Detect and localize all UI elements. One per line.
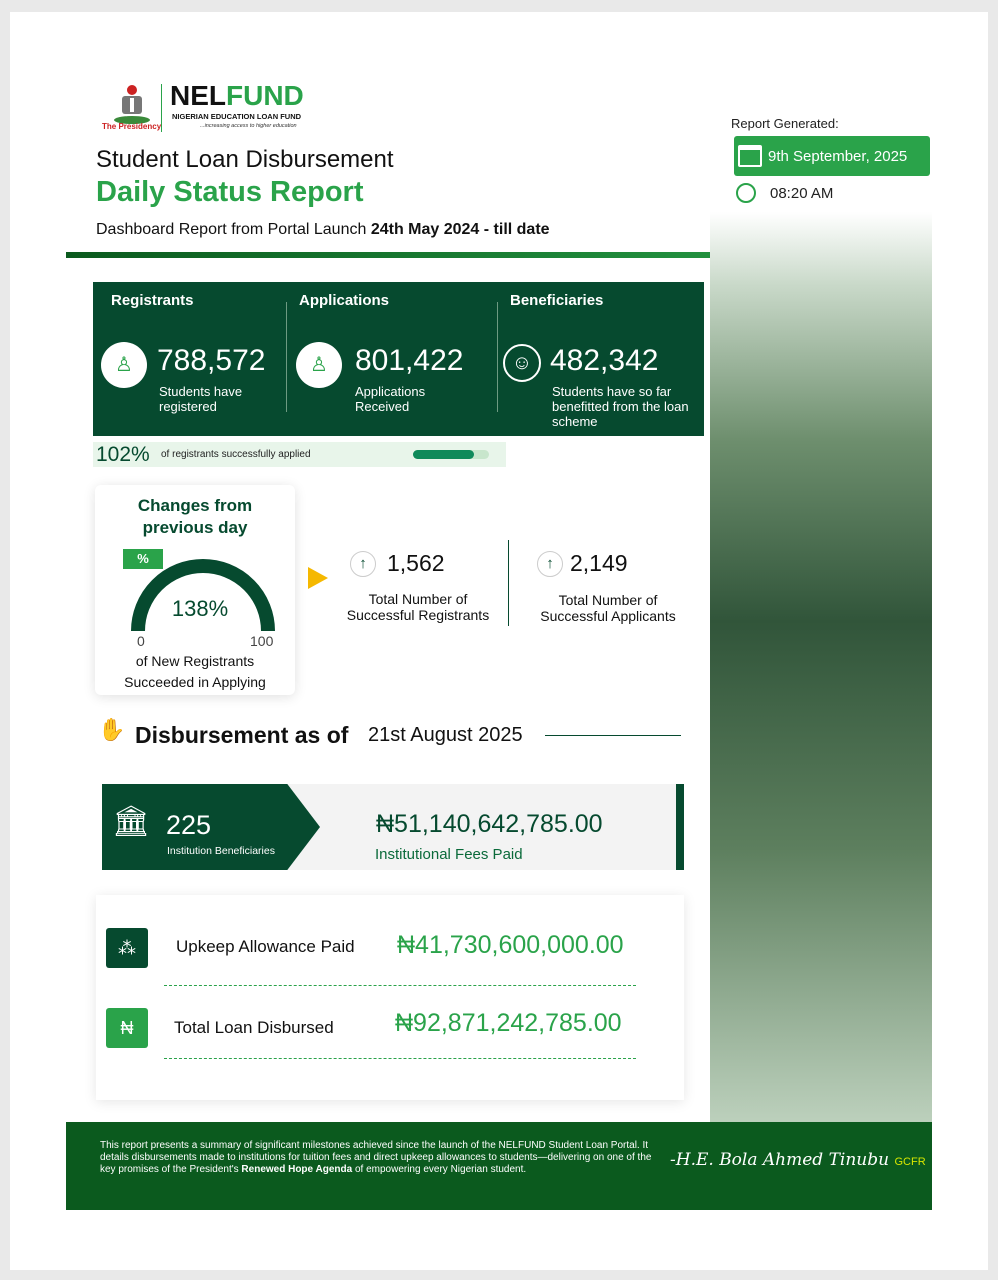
change-value: 2,149 — [570, 550, 628, 576]
presidency-label: The Presidency — [102, 122, 162, 131]
gauge-arc — [131, 559, 275, 632]
report-time: 08:20 AM — [770, 185, 834, 202]
institution-label: Institution Beneficiaries — [167, 845, 275, 857]
money-hand-icon: ✋ — [98, 717, 126, 742]
heading-rule — [545, 735, 681, 736]
stats-panel: Registrants ♙ 788,572 Students have regi… — [93, 282, 704, 436]
people-network-icon: ⁂ — [106, 928, 148, 968]
footer: This report presents a summary of signif… — [66, 1122, 932, 1210]
disbursement-date: 21st August 2025 — [368, 724, 523, 746]
gauge-value: 138% — [171, 596, 229, 621]
change-label: Total Number of Successful Applicants — [540, 592, 676, 624]
divider — [164, 985, 636, 986]
institution-count: 225 — [166, 810, 212, 840]
upkeep-label: Upkeep Allowance Paid — [176, 937, 355, 956]
applied-label: of registrants successfully applied — [161, 449, 311, 460]
coat-of-arms-icon — [108, 82, 156, 127]
report-generated-label: Report Generated: — [731, 116, 839, 131]
gauge-caption: of New Registrants Succeeded in Applying — [124, 653, 266, 690]
applied-progress-bar — [413, 450, 489, 459]
fees-paid-label: Institutional Fees Paid — [375, 846, 523, 863]
money-hand-icon: ₦ — [106, 1008, 148, 1048]
arrow-up-icon: ↑ — [350, 551, 376, 577]
stat-desc: Students have so far benefitted from the… — [552, 384, 689, 429]
total-loan-value: ₦92,871,242,785.00 — [395, 1009, 622, 1037]
arrow-up-icon: ↑ — [537, 551, 563, 577]
brand-full-name: NIGERIAN EDUCATION LOAN FUND — [172, 112, 302, 121]
stat-heading: Applications — [299, 292, 390, 309]
disbursement-heading: Disbursement as of — [135, 722, 349, 748]
fees-paid-value: ₦51,140,642,785.00 — [376, 810, 603, 838]
upkeep-value: ₦41,730,600,000.00 — [397, 931, 624, 959]
divider — [164, 1058, 636, 1059]
institution-panel: 🏛 225 Institution Beneficiaries ₦51,140,… — [102, 784, 684, 870]
totals-card: ⁂ Upkeep Allowance Paid ₦41,730,600,000.… — [96, 895, 684, 1100]
student-icon: ♙ — [296, 342, 342, 388]
stat-heading: Beneficiaries — [510, 292, 604, 309]
percent-badge: % — [123, 549, 163, 569]
stat-value: 801,422 — [355, 344, 464, 377]
gauge-min: 0 — [137, 633, 145, 649]
change-value: 1,562 — [387, 550, 445, 576]
institution-icon: 🏛 — [112, 805, 151, 838]
logo-divider — [161, 84, 162, 132]
divider — [508, 540, 509, 626]
changes-title: Changes from previous day — [137, 496, 253, 537]
calendar-icon — [738, 145, 762, 167]
stat-value: 788,572 — [157, 344, 266, 377]
stat-heading: Registrants — [111, 292, 194, 309]
report-date-badge: 9th September, 2025 — [734, 136, 930, 176]
nelfund-logo: NELFUND — [170, 80, 304, 111]
stat-desc: Students have registered — [159, 384, 243, 414]
graduate-smiley-icon: ☺ — [503, 344, 541, 382]
tagline: ...increasing access to higher education — [200, 123, 297, 129]
title-line-1: Student Loan Disbursement — [96, 146, 394, 173]
report-subtitle: Dashboard Report from Portal Launch 24th… — [96, 221, 550, 238]
page-title: Daily Status Report — [96, 176, 364, 208]
stat-value: 482,342 — [550, 344, 659, 377]
footer-text: This report presents a summary of signif… — [100, 1140, 652, 1175]
gauge-max: 100 — [250, 633, 274, 649]
applied-bar-row: 102% of registrants successfully applied — [93, 442, 506, 467]
signature: -H.E. Bola Ahmed Tinubu GCFR — [670, 1150, 926, 1170]
stat-desc: Applications Received — [355, 384, 426, 414]
applied-percent: 102% — [96, 443, 150, 466]
president-photo — [710, 212, 932, 1122]
report-page: The Presidency NELFUND NIGERIAN EDUCATIO… — [10, 12, 988, 1270]
header-divider — [66, 252, 932, 258]
student-icon: ♙ — [101, 342, 147, 388]
changes-card: Changes from previous day % 138% 0 100 o… — [95, 485, 295, 695]
change-label: Total Number of Successful Registrants — [346, 591, 490, 623]
arrow-icon — [308, 567, 328, 589]
clock-icon — [736, 183, 756, 203]
total-loan-label: Total Loan Disbursed — [174, 1018, 334, 1037]
